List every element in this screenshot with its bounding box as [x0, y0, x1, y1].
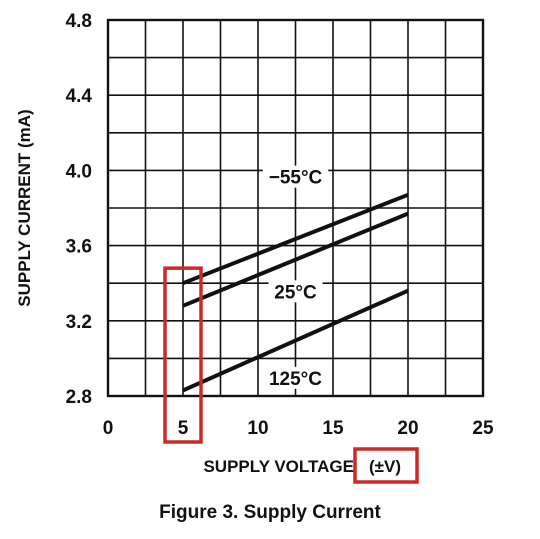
y-tick-label: 4.0 — [66, 161, 92, 182]
x-tick-label: 0 — [103, 418, 114, 439]
data-series — [182, 192, 409, 393]
curve-label-background — [262, 165, 329, 188]
curve-label: −55°C — [269, 168, 323, 189]
y-axis-title: SUPPLY CURRENT (mA) — [15, 109, 34, 306]
x-tick-labels: 0 5 10 15 20 25 — [103, 418, 494, 439]
x-tick-label: 25 — [472, 418, 494, 439]
curve-label-background — [268, 280, 323, 303]
curve-label: 25°C — [274, 282, 317, 303]
supply-current-chart: 0 5 10 15 20 25 2.8 3.2 3.6 4.0 4.4 4.8 −55°C 25°C 1… — [15, 11, 494, 484]
y-tick-label: 3.2 — [66, 312, 92, 333]
x-axis-title: SUPPLY VOLTAGE — [203, 457, 354, 476]
y-tick-label: 4.8 — [66, 11, 92, 32]
y-tick-label: 2.8 — [66, 387, 92, 408]
y-tick-label: 4.4 — [66, 86, 93, 107]
figure-caption: Figure 3. Supply Current — [159, 502, 381, 523]
y-tick-label: 3.6 — [66, 237, 92, 258]
x-tick-label: 5 — [178, 418, 189, 439]
curve-label-background — [262, 366, 329, 389]
x-tick-label: 15 — [322, 418, 344, 439]
curve-labels: −55°C 25°C 125°C — [262, 165, 329, 390]
series-line — [182, 192, 409, 286]
highlight-boxes — [163, 266, 419, 484]
series-line — [182, 211, 409, 308]
highlight-box-x5 — [163, 266, 203, 444]
grid — [106, 18, 485, 398]
series-line — [182, 288, 409, 393]
y-tick-labels: 2.8 3.2 3.6 4.0 4.4 4.8 — [66, 11, 93, 408]
x-tick-label: 20 — [397, 418, 418, 439]
highlight-box-unit — [353, 447, 419, 484]
x-axis-unit: (±V) — [369, 457, 401, 476]
curve-label: 125°C — [269, 369, 322, 390]
x-tick-label: 10 — [247, 418, 268, 439]
plot-frame — [106, 18, 485, 398]
